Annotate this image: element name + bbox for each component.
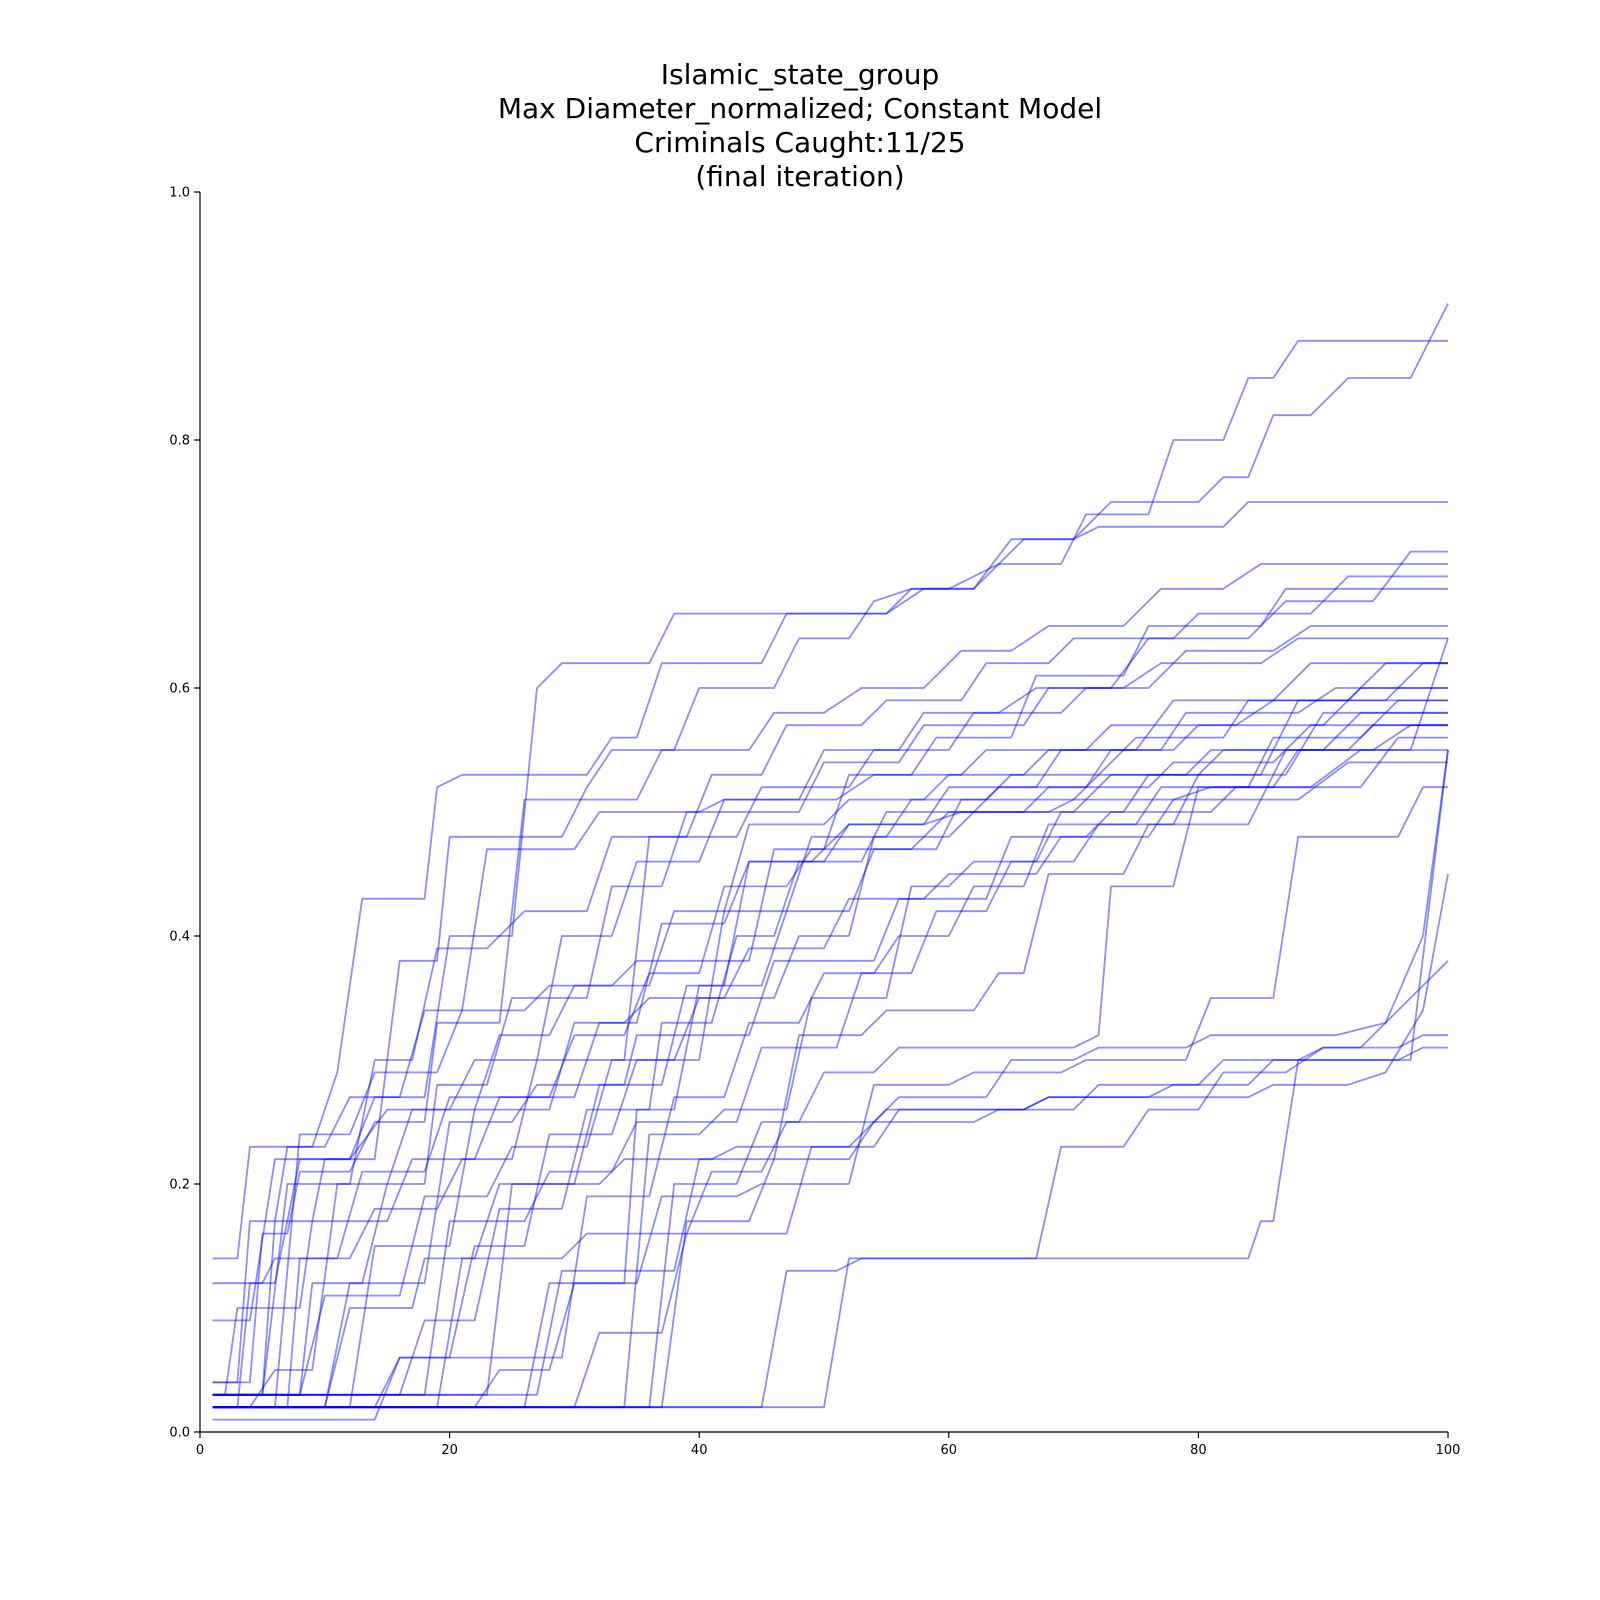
series-line-18 [212,711,1448,1396]
x-tick-label: 100 [1436,1443,1461,1458]
series-line-13 [212,749,1448,1396]
y-tick-label: 0.4 [169,930,190,945]
series-line-28 [212,711,1448,1396]
y-tick-label: 0.6 [169,682,190,697]
series-line-11 [212,724,1448,1285]
series-line-10 [212,687,1448,1396]
series-line-20 [212,749,1449,1409]
series-line-2 [212,303,1449,1409]
series-line-4 [212,563,1448,1384]
x-tick-label: 20 [441,1443,458,1458]
series-line-1 [212,339,1448,1260]
series-line-3 [212,501,1448,1396]
series-line-12 [212,724,1448,1409]
series-line-29 [212,786,1448,1409]
series-line-14 [212,550,1448,1322]
series-line-16 [212,587,1448,1409]
title-line-1: Islamic_state_group [661,58,939,91]
x-axis-ticks: 0 20 40 60 80 100 [196,1432,1461,1458]
x-tick-label: 0 [196,1443,204,1458]
series-line-21 [212,1046,1448,1396]
series-line-15 [212,575,1448,1396]
y-tick-label: 1.0 [169,186,190,201]
series-line-25 [212,749,1449,1409]
x-tick-label: 60 [941,1443,958,1458]
series-line-24 [212,873,1449,1409]
x-tick-label: 80 [1190,1443,1207,1458]
series-line-27 [212,761,1448,1409]
title-line-3: Criminals Caught:11/25 [634,126,965,159]
series-line-23 [212,960,1449,1409]
x-tick-label: 40 [691,1443,708,1458]
title-line-2: Max Diameter_normalized; Constant Model [498,92,1102,125]
chart-title: Islamic_state_group Max Diameter_normali… [498,58,1102,193]
series-line-31 [212,662,1448,1409]
series-line-26 [212,736,1448,1409]
series-line-5 [212,625,1448,1409]
series-line-9 [212,699,1448,1384]
title-line-4: (final iteration) [695,160,904,193]
series-line-30 [212,662,1448,1409]
y-tick-label: 0.8 [169,434,190,449]
series-line-17 [212,699,1448,1409]
series-line-32 [212,638,1449,1396]
series-line-6 [225,637,1448,1396]
y-tick-label: 0.2 [169,1178,190,1193]
series-lines [212,303,1449,1421]
series-line-22 [212,1034,1448,1409]
y-axis-ticks: 0.0 0.2 0.4 0.6 0.8 1.0 [169,186,200,1441]
y-tick-label: 0.0 [169,1426,190,1441]
series-line-8 [212,662,1448,1421]
series-line-7 [212,687,1448,1409]
series-line-19 [212,724,1448,1409]
